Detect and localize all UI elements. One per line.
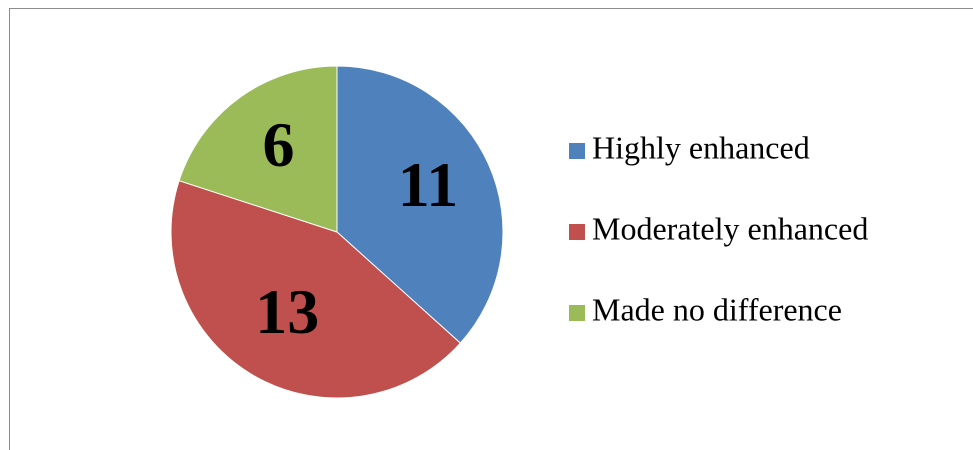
data-label: 6 <box>262 109 294 180</box>
legend-label: Highly enhanced <box>592 129 810 165</box>
legend-label: Moderately enhanced <box>592 210 868 246</box>
legend-swatch <box>569 143 585 159</box>
data-label: 11 <box>398 149 458 220</box>
legend-label: Made no difference <box>592 291 842 327</box>
pie-slice <box>178 65 338 233</box>
data-label: 13 <box>255 276 319 347</box>
legend-swatch <box>569 224 585 240</box>
legend-swatch <box>569 305 585 321</box>
pie-slice <box>170 180 462 399</box>
pie-slice <box>336 65 504 344</box>
